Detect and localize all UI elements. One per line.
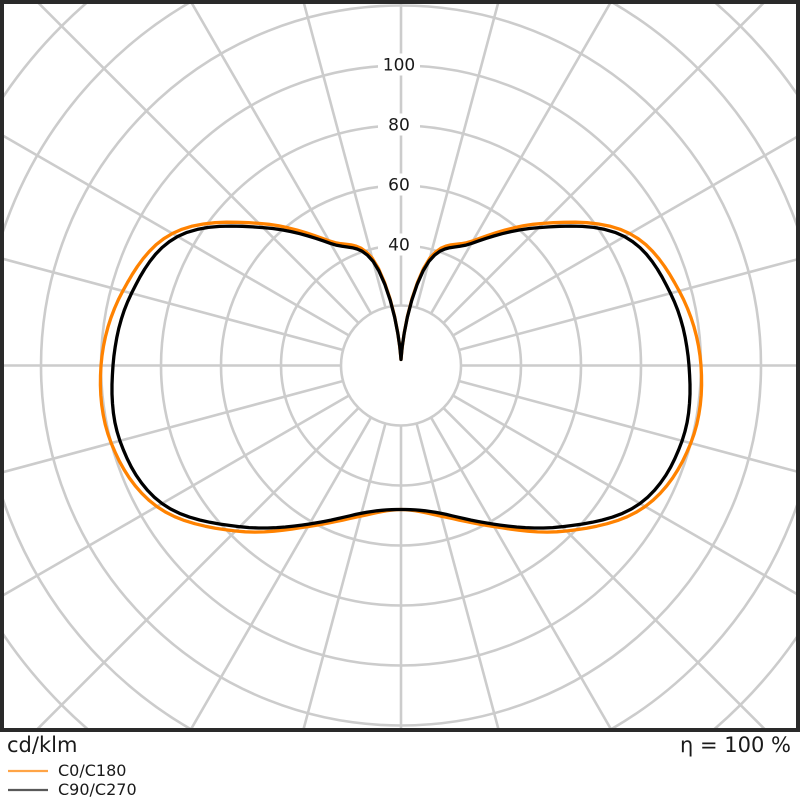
legend-item-c90-c270: C90/C270 — [7, 780, 137, 799]
legend-item-c0-c180: C0/C180 — [7, 761, 137, 780]
radial-tick-40: 40 — [388, 236, 410, 256]
legend-label-c0-c180: C0/C180 — [58, 760, 127, 780]
efficiency-label: η = 100 % — [680, 733, 791, 757]
units-label: cd/klm — [7, 733, 78, 757]
polar-grid — [4, 4, 796, 728]
radial-tick-labels: 40 60 80 100 — [378, 53, 420, 256]
legend-label-c90-c270: C90/C270 — [58, 779, 137, 799]
curve-c90-c270 — [110, 224, 692, 530]
legend: C0/C180 C90/C270 — [7, 761, 137, 799]
plot-border — [0, 0, 800, 732]
radial-tick-100: 100 — [383, 56, 415, 76]
legend-line-c90-c270-icon — [8, 788, 48, 791]
polar-chart: 40 60 80 100 — [0, 0, 800, 732]
radial-tick-80: 80 — [388, 116, 410, 136]
radial-tick-60: 60 — [388, 176, 410, 196]
legend-line-c0-c180-icon — [8, 769, 48, 772]
